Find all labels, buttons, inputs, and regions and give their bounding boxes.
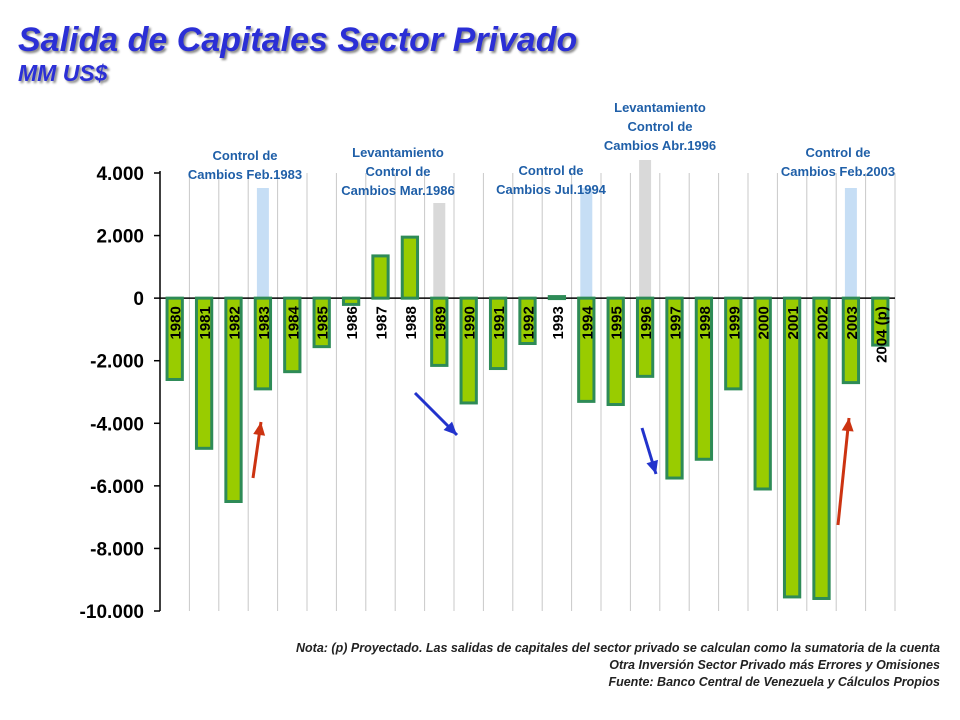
annotation-label-1983: Control de <box>213 148 278 163</box>
x-tick-label: 1995 <box>609 306 626 339</box>
y-tick-label: -10.000 <box>80 602 144 623</box>
bar-1989 <box>430 296 449 367</box>
bar-1994 <box>577 296 596 403</box>
bar-1985 <box>312 296 331 349</box>
x-tick-label: 1993 <box>550 306 567 339</box>
bar-1986 <box>341 296 361 306</box>
annotation-label-1996: Control de <box>628 119 693 134</box>
bar-1984 <box>283 296 302 374</box>
x-tick-label: 2000 <box>756 306 773 339</box>
footnote-line-3: Fuente: Banco Central de Venezuela y Cál… <box>608 675 940 689</box>
bar-1998 <box>694 296 714 461</box>
x-tick-label: 1987 <box>374 306 391 339</box>
bar-1980 <box>165 296 184 381</box>
annotation-label-2003: Control de <box>806 145 871 160</box>
y-tick-label: -8.000 <box>90 539 144 560</box>
bar-1997 <box>665 296 684 480</box>
bar-1992 <box>518 296 537 346</box>
bar-2002 <box>812 296 831 600</box>
annotation-label-1994: Cambios Jul.1994 <box>496 182 607 197</box>
x-tick-label: 2002 <box>815 306 832 339</box>
x-tick-label: 1986 <box>344 306 361 339</box>
y-tick-label: -2.000 <box>90 352 144 373</box>
annotation-label-1989: Cambios Mar.1986 <box>341 183 454 198</box>
arrow-head <box>646 459 658 474</box>
highlight-band-1983 <box>256 188 269 299</box>
x-tick-label: 1980 <box>168 306 185 339</box>
bar-1995 <box>606 296 625 407</box>
bar-1999 <box>724 296 743 391</box>
x-tick-label: 1983 <box>256 306 273 339</box>
x-tick-label: 1999 <box>726 306 743 339</box>
footnote-line-1: Nota: (p) Proyectado. Las salidas de cap… <box>296 641 940 655</box>
bar-1988 <box>400 235 420 300</box>
annotation-label-1983: Cambios Feb.1983 <box>188 167 302 182</box>
bar-2004 (p) <box>871 296 890 347</box>
x-tick-label: 1991 <box>491 306 508 339</box>
y-tick-label: -6.000 <box>90 477 144 498</box>
footnote-line-2: Otra Inversión Sector Privado más Errore… <box>609 658 940 672</box>
x-tick-label: 1985 <box>315 306 332 339</box>
annotation-backdrop <box>588 98 732 159</box>
x-tick-label: 1981 <box>197 306 214 339</box>
x-tick-label: 1982 <box>227 306 244 339</box>
annotation-label-1996: Levantamiento <box>614 100 706 115</box>
highlight-band-2003 <box>844 188 857 299</box>
bar-2000 <box>753 296 772 491</box>
x-tick-label: 1997 <box>668 306 685 339</box>
x-tick-label: 1988 <box>403 306 420 339</box>
y-tick-label: -4.000 <box>90 414 144 435</box>
x-tick-label: 2001 <box>785 306 802 339</box>
x-tick-label: 2003 <box>844 306 861 339</box>
x-tick-label: 1998 <box>697 306 714 339</box>
annotation-label-2003: Cambios Feb.2003 <box>781 164 895 179</box>
highlight-band-1996 <box>639 160 652 299</box>
footnote: Nota: (p) Proyectado. Las salidas de cap… <box>80 640 940 691</box>
x-tick-label: 1992 <box>521 306 538 339</box>
annotation-label-1989: Levantamiento <box>352 145 444 160</box>
x-tick-label: 1989 <box>432 306 449 339</box>
x-tick-label: 1990 <box>462 306 479 339</box>
bar-1990 <box>459 296 478 405</box>
bar-2001 <box>782 296 802 599</box>
x-tick-label: 1996 <box>638 306 655 339</box>
y-tick-label: 4.000 <box>96 164 144 185</box>
x-tick-label: 1994 <box>579 305 596 339</box>
bar-1987 <box>371 254 390 300</box>
arrow-head <box>841 418 854 432</box>
y-tick-label: 0 <box>133 289 144 310</box>
bar-1982 <box>224 296 243 503</box>
annotation-label-1996: Cambios Abr.1996 <box>604 138 716 153</box>
annotation-label-1989: Control de <box>366 164 431 179</box>
bar-1983 <box>253 296 273 391</box>
chart-title: Salida de Capitales Sector Privado <box>18 21 578 59</box>
x-tick-label: 2004 (p) <box>873 306 890 363</box>
bar-2003 <box>841 296 861 385</box>
y-tick-label: 2.000 <box>96 227 144 248</box>
arrow-red-up <box>836 417 851 526</box>
bar-1996 <box>635 296 655 378</box>
arrow-head <box>253 422 266 436</box>
arrow-head <box>443 421 457 435</box>
bar-1993 <box>547 295 567 301</box>
chart-subtitle: MM US$ <box>18 60 108 86</box>
x-tick-label: 1984 <box>285 305 302 339</box>
bar-1991 <box>488 296 508 371</box>
highlight-band-1994 <box>580 188 593 299</box>
annotation-label-1994: Control de <box>519 163 584 178</box>
highlight-band-1989 <box>433 203 446 299</box>
bar-1981 <box>194 296 214 450</box>
